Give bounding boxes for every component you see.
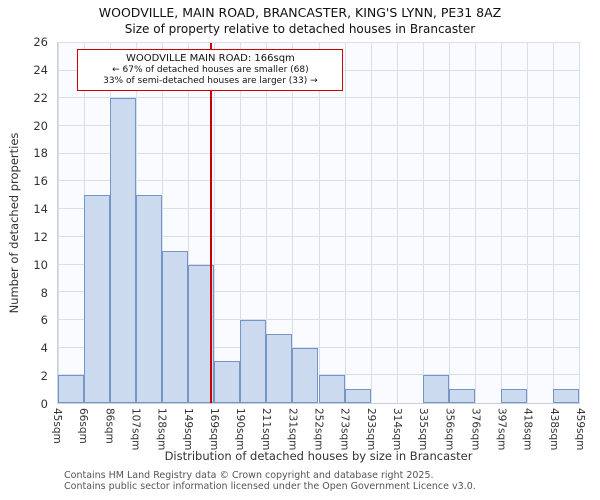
gridline-vertical [292, 43, 294, 403]
histogram-bar [110, 98, 137, 403]
footer: Contains HM Land Registry data © Crown c… [64, 470, 594, 492]
gridline-horizontal [58, 318, 579, 320]
x-tick-label: 66sqm [77, 408, 90, 444]
x-tick-label: 107sqm [129, 408, 142, 451]
x-tick-label: 397sqm [495, 408, 508, 451]
x-tick-label: 459sqm [574, 408, 586, 451]
gridline-vertical [240, 43, 242, 403]
gridline-vertical [344, 43, 346, 403]
x-tick-label: 335sqm [417, 408, 430, 451]
footer-line-2: Contains public sector information licen… [64, 481, 476, 492]
y-tick-label: 14 [33, 202, 48, 217]
property-size-marker-line [210, 43, 212, 403]
annotation-smaller-text: ← 67% of detached houses are smaller (68… [112, 65, 309, 75]
gridline-vertical [214, 43, 216, 403]
gridline-vertical [396, 43, 398, 403]
gridline-horizontal [58, 97, 579, 99]
histogram-bar [292, 347, 319, 403]
x-tick-label: 418sqm [521, 408, 534, 451]
y-tick-label: 6 [40, 313, 48, 328]
gridline-vertical [422, 43, 424, 403]
histogram-bar [162, 250, 189, 403]
y-tick-label: 18 [33, 146, 48, 161]
gridline-horizontal [58, 208, 579, 210]
histogram-bar [552, 389, 579, 403]
chart-subtitle: Size of property relative to detached ho… [124, 22, 476, 36]
annotation-title: WOODVILLE MAIN ROAD: 166sqm [126, 53, 295, 64]
y-tick-label: 26 [33, 35, 48, 49]
annotation-larger-text: 33% of semi-detached houses are larger (… [103, 76, 318, 86]
y-tick-label: 24 [33, 62, 48, 77]
x-tick-label: 356sqm [443, 408, 456, 451]
x-tick-label: 211sqm [260, 408, 273, 451]
gridline-horizontal [58, 374, 579, 376]
histogram-bar [448, 389, 475, 403]
gridline-horizontal [58, 263, 579, 265]
gridline-vertical [474, 43, 476, 403]
gridline-vertical [579, 43, 580, 403]
y-tick-label: 16 [33, 174, 48, 189]
y-tick-label: 10 [33, 257, 48, 272]
histogram-bar [344, 389, 371, 403]
annotation-box: WOODVILLE MAIN ROAD: 166sqm ← 67% of det… [77, 49, 344, 91]
x-tick-label: 128sqm [155, 408, 168, 451]
chart-title: WOODVILLE, MAIN ROAD, BRANCASTER, KING'S… [98, 5, 502, 20]
footer-line-1: Contains HM Land Registry data © Crown c… [64, 470, 434, 481]
histogram-bar [188, 264, 215, 403]
histogram-bar [84, 195, 111, 403]
gridline-vertical [58, 43, 59, 403]
gridline-vertical [526, 43, 528, 403]
gridline-horizontal [58, 291, 579, 293]
x-tick-label: 314sqm [390, 408, 403, 451]
x-tick-label: 273sqm [338, 408, 351, 451]
gridline-horizontal [58, 125, 579, 127]
histogram-bar [136, 195, 163, 403]
x-tick-label: 169sqm [207, 408, 220, 451]
histogram-bar [240, 319, 267, 403]
histogram-bar [58, 375, 85, 403]
x-tick-label: 376sqm [469, 408, 482, 451]
x-tick-label: 293sqm [364, 408, 377, 451]
gridline-vertical [318, 43, 320, 403]
y-tick-label: 4 [40, 341, 48, 356]
gridline-vertical [266, 43, 268, 403]
y-tick-label: 0 [40, 397, 48, 411]
gridline-vertical [448, 43, 450, 403]
gridline-horizontal [58, 180, 579, 182]
x-axis-ticks: 45sqm 66sqm 86sqm 107sqm 128sqm 149sqm 169sqm 1… [51, 405, 586, 453]
x-tick-label: 190sqm [234, 408, 247, 451]
y-tick-label: 8 [40, 285, 48, 300]
histogram-bar [266, 333, 293, 403]
y-tick-label: 12 [33, 229, 48, 244]
histogram-bar [500, 389, 527, 403]
plot-area: WOODVILLE MAIN ROAD: 166sqm ← 67% of det… [57, 42, 580, 404]
y-axis-ticks: 0 2 4 6 8 10 12 14 16 18 20 22 24 26 [0, 35, 52, 411]
gridline-vertical [552, 43, 554, 403]
x-axis-label: Distribution of detached houses by size … [164, 449, 473, 463]
y-tick-label: 20 [33, 118, 48, 133]
x-tick-label: 86sqm [103, 408, 116, 444]
gridline-horizontal [58, 235, 579, 237]
gridline-horizontal [58, 42, 579, 43]
histogram-bar [318, 375, 345, 403]
x-tick-label: 231sqm [286, 408, 299, 451]
gridline-horizontal [58, 346, 579, 348]
gridline-horizontal [58, 152, 579, 154]
gridline-vertical [500, 43, 502, 403]
x-tick-label: 149sqm [181, 408, 194, 451]
gridline-vertical [162, 43, 164, 403]
x-tick-label: 45sqm [51, 408, 63, 444]
histogram-bar [214, 361, 241, 403]
x-tick-label: 438sqm [547, 408, 560, 451]
gridline-vertical [188, 43, 190, 403]
gridline-vertical [370, 43, 372, 403]
x-tick-label: 252sqm [312, 408, 325, 451]
y-tick-label: 2 [40, 369, 48, 384]
histogram-bar [422, 375, 449, 403]
y-tick-label: 22 [33, 90, 48, 105]
